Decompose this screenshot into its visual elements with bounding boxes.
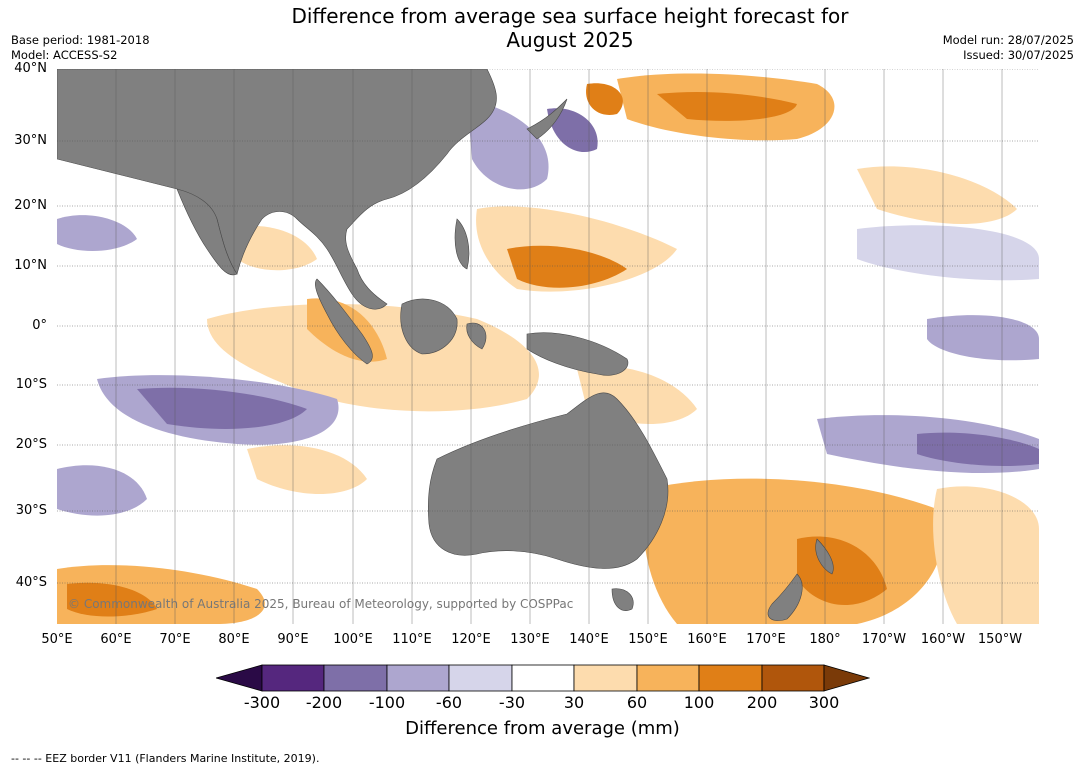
copyright-watermark: © Commonwealth of Australia 2025, Bureau…: [68, 597, 574, 611]
anomaly-kuroshio: [586, 83, 623, 115]
colorbar-bin-7: [636, 664, 700, 692]
lat-label-20s: 20°S: [15, 437, 47, 452]
lon-label-90e: 90°E: [277, 632, 309, 647]
base-period: Base period: 1981-2018: [11, 33, 150, 47]
lon-label-80e: 80°E: [218, 632, 250, 647]
anomaly-southeast-pacific: [933, 486, 1039, 624]
anomaly-south-indian-band-core: [137, 387, 307, 429]
new-zealand-south-land: [767, 573, 803, 621]
land-masses: [57, 69, 834, 621]
india-land: [176, 188, 238, 276]
anomaly-central-pacific: [857, 166, 1017, 224]
sumatra-land: [315, 278, 373, 365]
lat-label-10n: 10°N: [14, 258, 47, 273]
lon-label-60e: 60°E: [100, 632, 132, 647]
lon-label-150w: 150°W: [977, 632, 1023, 647]
colorbar-bin-1: [261, 664, 325, 692]
colorbar-tick-300: 300: [808, 693, 840, 712]
tasmania-land: [611, 588, 634, 611]
lon-label-170w: 170°W: [861, 632, 907, 647]
colorbar-tick-30: 30: [563, 693, 585, 712]
colorbar-bin-4: [448, 664, 513, 692]
lon-label-160e: 160°E: [687, 632, 727, 647]
lon-label-140e: 140°E: [569, 632, 609, 647]
model-name: Model: ACCESS-S2: [11, 48, 118, 62]
colorbar-tick-60: 60: [626, 693, 648, 712]
lon-label-160w: 160°W: [920, 632, 966, 647]
asia-land: [57, 69, 497, 310]
model-run: Model run: 28/07/2025: [942, 33, 1074, 47]
anomaly-north-pacific-core: [657, 92, 797, 121]
colorbar-tick-minus-30: -30: [498, 693, 526, 712]
colorbar-bin-5: [511, 664, 575, 692]
eez-footnote: -- -- -- EEZ border V11 (Flanders Marine…: [11, 752, 320, 765]
colorbar-label: Difference from average (mm): [405, 718, 680, 739]
colorbar-tick-minus-200: -200: [305, 693, 343, 712]
anomaly-southwest-indian: [57, 465, 147, 516]
colorbar-bin-2: [323, 664, 388, 692]
colorbar-bin-6: [573, 664, 638, 692]
new-guinea-land: [526, 332, 629, 376]
negative-anomalies: [57, 99, 1039, 516]
lat-label-20n: 20°N: [14, 198, 47, 213]
colorbar-bin-9: [761, 664, 825, 692]
anomaly-central-east-pacific: [927, 315, 1039, 361]
map-area: [57, 69, 1039, 624]
lon-label-120e: 120°E: [451, 632, 491, 647]
anomaly-west-pacific-core: [507, 245, 627, 288]
colorbar: [216, 664, 870, 692]
lat-label-0: 0°: [32, 318, 47, 333]
anomaly-south-indian-core: [67, 582, 157, 617]
lon-label-110e: 110°E: [392, 632, 432, 647]
map-title: Difference from average sea surface heig…: [200, 4, 940, 52]
colorbar-extend-low: [216, 664, 263, 692]
lon-label-170e: 170°E: [746, 632, 786, 647]
lon-label-70e: 70°E: [159, 632, 191, 647]
lon-label-100e: 100°E: [333, 632, 373, 647]
map-canvas: [57, 69, 1039, 624]
sulawesi-land: [466, 322, 487, 350]
anomaly-arabian-sea: [57, 215, 137, 251]
philippines-land: [454, 218, 470, 270]
meta-right: Model run: 28/07/2025 Issued: 30/07/2025: [943, 33, 1074, 63]
title-line-2: August 2025: [506, 28, 634, 52]
lon-label-50e: 50°E: [41, 632, 73, 647]
graticule: [57, 69, 1039, 584]
colorbar-tick-minus-300: -300: [243, 693, 281, 712]
colorbar-extend-high: [823, 664, 870, 692]
meta-left: Base period: 1981-2018 Model: ACCESS-S2: [11, 33, 150, 63]
lon-label-180: 180°: [809, 632, 841, 647]
colorbar-bin-8: [698, 664, 763, 692]
lon-label-150e: 150°E: [628, 632, 668, 647]
colorbar-tick-minus-100: -100: [368, 693, 406, 712]
issued-date: Issued: 30/07/2025: [963, 48, 1074, 62]
borneo-land: [400, 298, 458, 355]
lat-label-30s: 30°S: [15, 503, 47, 518]
colorbar-tick-100: 100: [683, 693, 715, 712]
lat-label-40n: 40°N: [14, 61, 47, 76]
colorbar-tick-minus-60: -60: [435, 693, 463, 712]
anomaly-south-pacific-core: [917, 432, 1039, 466]
japan-land: [526, 98, 568, 140]
colorbar-bin-3: [386, 664, 450, 692]
australia-land: [427, 392, 669, 569]
lat-label-10s: 10°S: [15, 377, 47, 392]
title-line-1: Difference from average sea surface heig…: [291, 4, 849, 28]
new-zealand-north-land: [815, 538, 834, 575]
colorbar-tick-200: 200: [746, 693, 778, 712]
lat-label-30n: 30°N: [14, 133, 47, 148]
anomaly-east-equatorial-pacific: [857, 225, 1039, 281]
lat-label-40s: 40°S: [15, 575, 47, 590]
anomaly-south-central-indian: [247, 445, 367, 494]
lon-label-130e: 130°E: [510, 632, 550, 647]
anomaly-east-china-sea: [467, 99, 549, 190]
graticule-meridians: [115, 69, 1003, 624]
